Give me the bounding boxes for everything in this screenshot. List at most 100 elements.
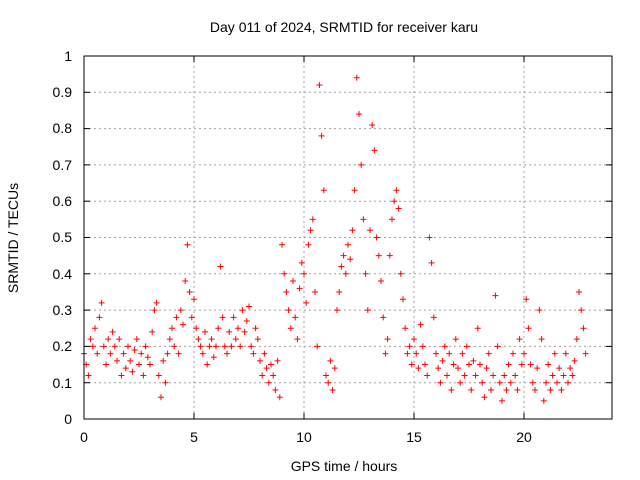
data-point <box>479 379 486 386</box>
data-point <box>523 296 530 303</box>
data-point <box>349 227 356 234</box>
data-point <box>94 350 101 357</box>
data-point <box>428 259 435 266</box>
data-point <box>430 314 437 321</box>
data-point <box>400 296 406 303</box>
y-tick-label: 0.2 <box>53 338 73 354</box>
data-point <box>133 336 140 343</box>
data-point <box>142 343 149 350</box>
data-point <box>455 365 461 372</box>
data-point <box>334 307 340 314</box>
data-point <box>180 321 186 328</box>
data-point <box>494 343 501 350</box>
data-point <box>395 205 402 212</box>
data-point <box>89 343 96 350</box>
data-point <box>210 354 217 361</box>
data-point <box>505 361 512 368</box>
data-point <box>268 361 274 368</box>
data-point <box>415 365 422 372</box>
data-point <box>435 365 442 372</box>
data-point <box>545 361 552 368</box>
data-point <box>457 379 464 386</box>
data-point <box>554 379 560 386</box>
data-point <box>503 386 510 393</box>
data-point <box>199 350 206 357</box>
data-point <box>439 357 446 364</box>
chart-title: Day 011 of 2024, SRMTID for receiver kar… <box>210 19 478 35</box>
data-point <box>474 325 481 332</box>
data-point <box>164 350 171 357</box>
data-point <box>259 372 266 379</box>
data-point <box>301 270 307 277</box>
data-point <box>382 350 389 357</box>
data-point <box>283 288 290 295</box>
data-point <box>496 379 503 386</box>
y-tick-label: 0 <box>64 411 72 427</box>
data-point <box>235 325 241 332</box>
data-point <box>437 379 444 386</box>
y-tick-label: 1 <box>64 48 72 64</box>
data-point <box>298 259 305 266</box>
y-tick-label: 0.1 <box>53 375 73 391</box>
data-point <box>562 350 569 357</box>
data-point <box>380 314 387 321</box>
data-point <box>114 357 120 364</box>
data-point <box>534 365 541 372</box>
data-point <box>351 187 358 194</box>
data-point <box>397 270 404 277</box>
data-point <box>158 394 164 401</box>
data-points <box>81 74 589 404</box>
data-point <box>314 343 321 350</box>
data-point <box>461 372 468 379</box>
data-point <box>325 379 332 386</box>
data-point <box>217 263 224 270</box>
data-point <box>140 372 147 379</box>
data-point <box>499 397 505 404</box>
data-point <box>85 372 92 379</box>
data-point <box>336 288 343 295</box>
data-point <box>270 372 277 379</box>
data-point <box>404 350 411 357</box>
data-point <box>378 278 384 285</box>
data-point <box>514 386 521 393</box>
data-point <box>261 350 268 357</box>
data-point <box>151 307 158 314</box>
data-point <box>98 299 105 306</box>
data-point <box>527 361 534 368</box>
y-tick-label: 0.9 <box>53 84 73 100</box>
data-point <box>481 394 488 401</box>
data-point <box>177 307 184 314</box>
data-point <box>567 365 574 372</box>
data-point <box>426 234 433 241</box>
data-point <box>571 357 578 364</box>
data-point <box>413 350 420 357</box>
data-point <box>417 321 424 328</box>
data-point <box>512 372 519 379</box>
data-point <box>248 343 255 350</box>
x-axis-title: GPS time / hours <box>291 458 398 474</box>
data-point <box>466 361 472 368</box>
y-tick-label: 0.5 <box>53 229 73 245</box>
data-point <box>540 397 547 404</box>
data-point <box>367 227 373 234</box>
data-point <box>391 198 398 205</box>
data-point <box>490 372 497 379</box>
data-point <box>147 361 153 368</box>
y-tick-label: 0.8 <box>53 120 73 136</box>
data-point <box>485 350 492 357</box>
data-point <box>364 307 371 314</box>
data-point <box>127 357 134 364</box>
data-point <box>191 296 197 303</box>
x-tick-label: 0 <box>80 429 88 445</box>
data-point <box>292 314 299 321</box>
data-point <box>424 372 431 379</box>
data-point <box>556 365 563 372</box>
data-point <box>565 379 571 386</box>
data-point <box>320 187 327 194</box>
data-point <box>109 328 116 335</box>
data-point <box>472 372 479 379</box>
data-point <box>468 386 475 393</box>
data-point <box>518 361 525 368</box>
data-point <box>384 336 391 343</box>
data-point <box>197 343 204 350</box>
